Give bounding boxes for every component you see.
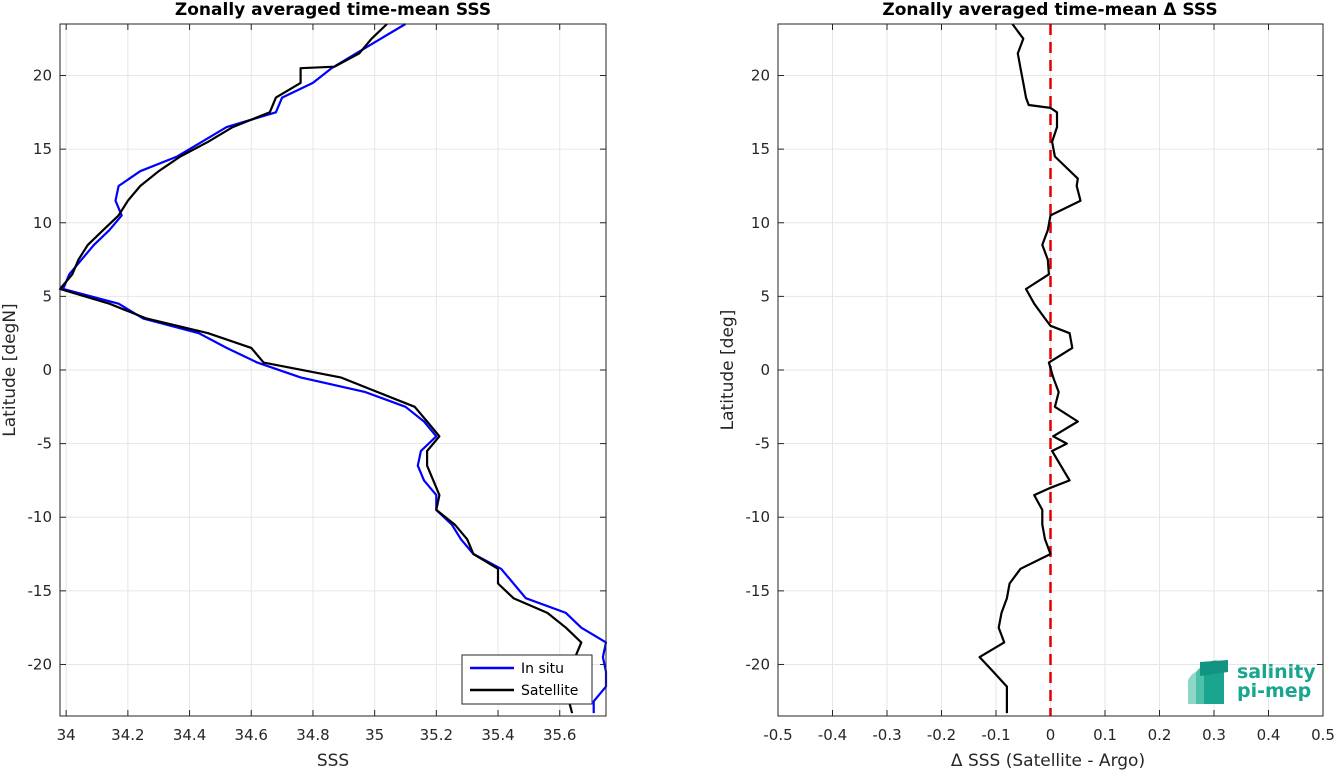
left-series-group [58,23,608,714]
left-x-tick-label: 35.2 [420,726,453,744]
right-x-tick-label: 0.3 [1202,726,1226,744]
legend: In situ Satellite [461,654,593,705]
right-plot-frame [777,23,1324,717]
right-x-tick-label: 0.1 [1093,726,1117,744]
right-x-tick-label: -0.4 [818,726,847,744]
left-y-tick-label: 15 [33,140,52,158]
right-y-tick-label: 0 [760,361,770,379]
left-plot-frame [59,23,607,717]
left-x-tick-label: 34.2 [111,726,144,744]
right-x-tick-label: -0.5 [763,726,792,744]
right-chart: -0.5 -0.4 -0.3 -0.2 -0.1 0 0.1 0.2 0.3 0.4 0.5 -20 -… [718,0,1335,770]
right-series-group [978,23,1082,716]
left-x-tick-label: 34.8 [296,726,329,744]
left-y-tick-label: 0 [42,361,52,379]
left-series-line-satellite [58,23,583,714]
left-y-tick-label: -5 [37,435,52,453]
right-y-axis-label: Latitude [deg] [718,310,738,431]
left-y-axis-label: Latitude [degN] [0,303,20,436]
logo-text-salinity: salinity [1237,661,1316,683]
left-chart: 34 34.2 34.4 34.6 34.8 35 35.2 35.4 35.6 -20 -15 -1… [0,0,608,770]
right-y-tick-label: 15 [751,140,770,158]
right-x-tick-label: 0.2 [1148,726,1172,744]
right-x-tick-label: 0.5 [1311,726,1335,744]
right-y-tick-label: 20 [751,67,770,85]
left-y-tick-label: -15 [28,582,53,600]
left-x-axis-label: SSS [317,751,349,770]
right-x-tick-label: -0.2 [927,726,956,744]
left-ticks: 34 34.2 34.4 34.6 34.8 35 35.2 35.4 35.6 -20 -15 -1… [28,24,606,744]
left-x-tick-label: 35 [365,726,384,744]
logo-text-pi-mep: pi-mep [1237,680,1311,702]
left-chart-title: Zonally averaged time-mean SSS [175,0,491,20]
left-y-tick-label: -10 [28,508,53,526]
right-ticks: -0.5 -0.4 -0.3 -0.2 -0.1 0 0.1 0.2 0.3 0.4 0.5 -20 -… [746,24,1335,744]
legend-label-satellite: Satellite [521,683,578,699]
salinity-pi-mep-logo: salinity pi-mep [1188,660,1316,704]
right-y-tick-label: 5 [760,287,770,305]
right-y-tick-label: -5 [755,435,770,453]
left-x-tick-label: 34.4 [173,726,206,744]
left-y-tick-label: -20 [28,655,53,673]
left-y-tick-label: 10 [33,214,52,232]
right-x-tick-label: 0 [1046,726,1056,744]
right-y-tick-label: -15 [746,582,771,600]
right-y-tick-label: -10 [746,508,771,526]
left-y-tick-label: 20 [33,67,52,85]
left-x-tick-label: 35.4 [481,726,514,744]
right-series-line-delta-sss [978,23,1082,714]
left-x-tick-label: 34 [57,726,76,744]
legend-label-in-situ: In situ [521,661,564,677]
wave-logo-icon [1188,660,1228,704]
left-y-tick-label: 5 [42,287,52,305]
right-chart-title: Zonally averaged time-mean Δ SSS [882,0,1217,20]
left-x-tick-label: 35.6 [543,726,576,744]
right-x-tick-label: 0.4 [1257,726,1281,744]
left-series-line-in-situ [62,23,608,714]
left-x-tick-label: 34.6 [235,726,268,744]
legend-box [461,654,593,705]
right-y-tick-label: 10 [751,214,770,232]
right-x-axis-label: Δ SSS (Satellite - Argo) [951,751,1145,770]
right-x-tick-label: -0.1 [981,726,1010,744]
right-x-tick-label: -0.3 [872,726,901,744]
right-y-tick-label: -20 [746,655,771,673]
